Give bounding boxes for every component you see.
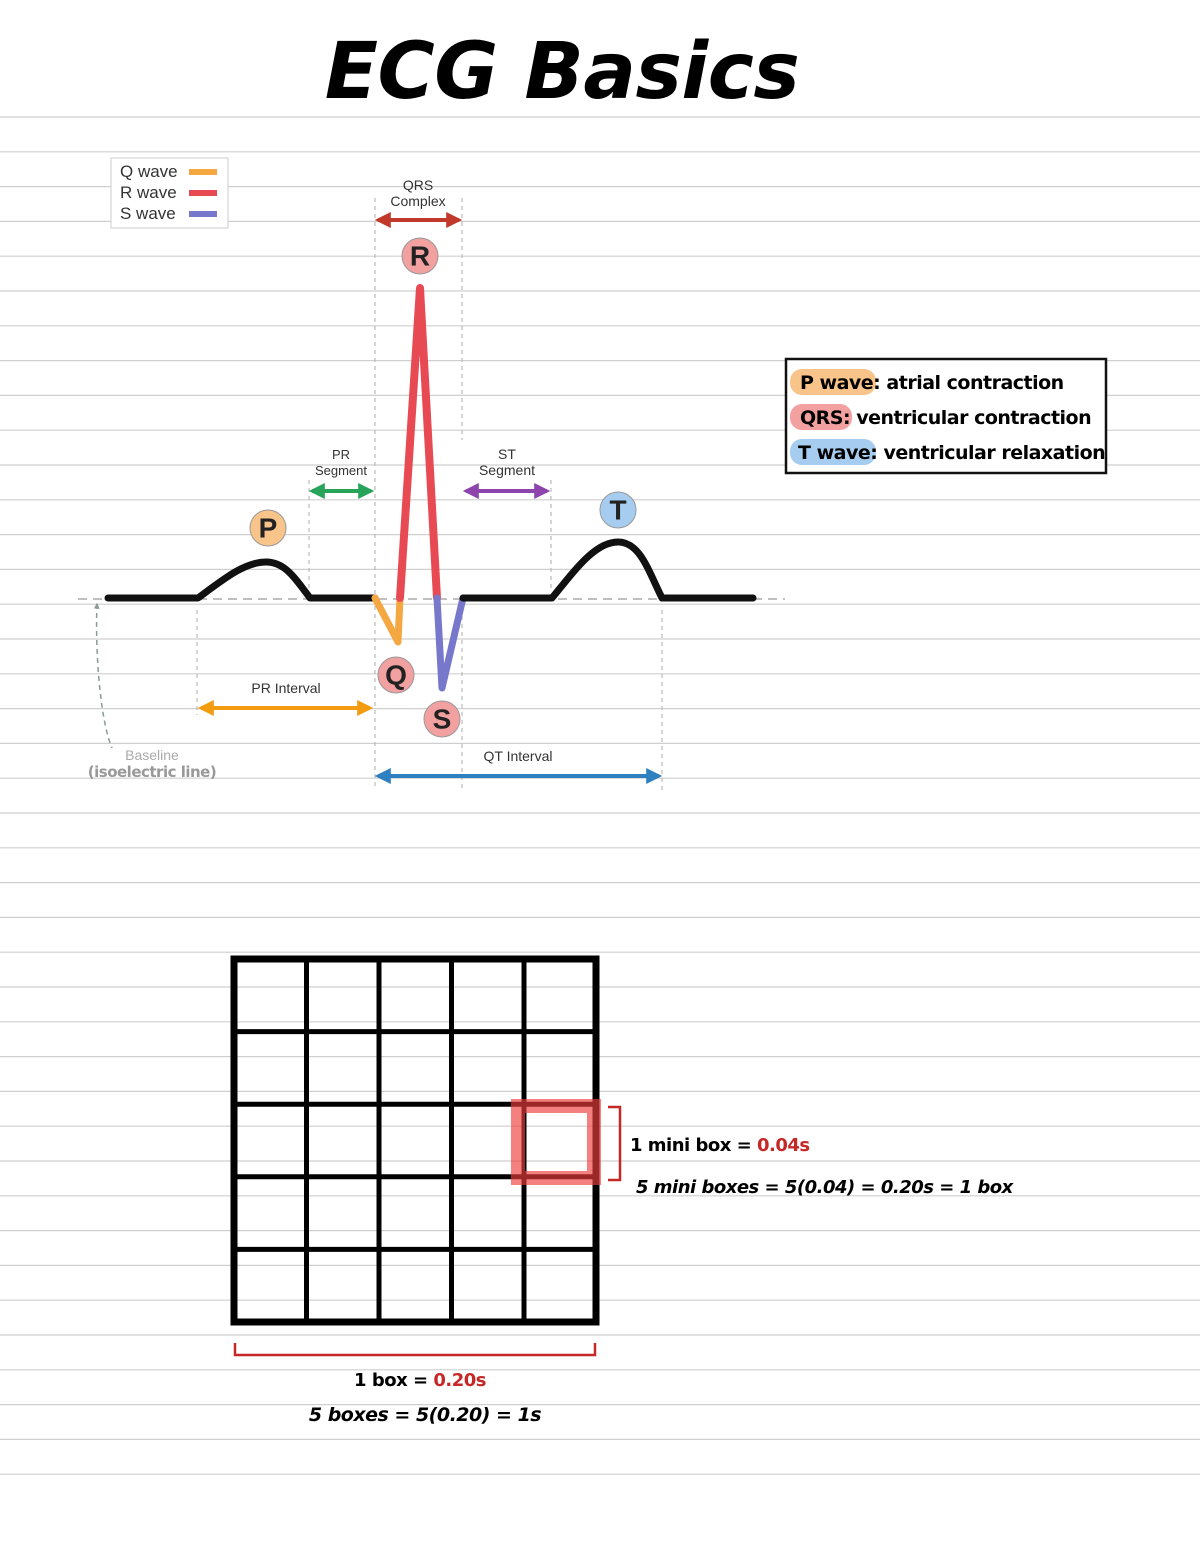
key-term: P wave: bbox=[800, 372, 880, 394]
note-value: 0.04s bbox=[757, 1135, 810, 1156]
wave-marker bbox=[401, 237, 439, 275]
arrows bbox=[197, 212, 663, 784]
annotation: Segment bbox=[315, 463, 367, 478]
wave-marker bbox=[423, 700, 461, 738]
grid-note: 1 mini box = 0.04s bbox=[630, 1135, 810, 1156]
key-item: QRS: ventricular contraction bbox=[800, 407, 1091, 429]
annotation: PR Interval bbox=[251, 680, 320, 696]
note-text: 1 box = bbox=[354, 1370, 428, 1391]
wave-label: T bbox=[609, 495, 626, 526]
wave-marker bbox=[377, 656, 415, 694]
grid-note: 5 boxes = 5(0.20) = 1s bbox=[309, 1404, 541, 1426]
key-desc: atrial contraction bbox=[886, 372, 1063, 394]
key-highlight bbox=[790, 369, 876, 395]
note-text: 1 mini box = bbox=[630, 1135, 751, 1156]
bracket bbox=[233, 1343, 597, 1357]
wave-label: Q bbox=[385, 660, 407, 691]
note-value: 0.20s bbox=[433, 1370, 486, 1391]
annotation: Segment bbox=[479, 462, 535, 478]
wave-marker bbox=[249, 509, 287, 547]
bracket bbox=[608, 1105, 622, 1182]
legend-label: S wave bbox=[120, 204, 176, 223]
key-highlight bbox=[790, 439, 876, 465]
key-desc: ventricular contraction bbox=[856, 407, 1091, 429]
annotation: Complex bbox=[390, 193, 445, 209]
key-desc: ventricular relaxation bbox=[883, 442, 1105, 464]
key-highlight bbox=[790, 404, 852, 430]
wave-marker bbox=[599, 491, 637, 529]
annotation: Baseline bbox=[125, 747, 179, 763]
ecg-grid bbox=[230, 955, 600, 1326]
key-item: T wave: ventricular relaxation bbox=[798, 442, 1105, 464]
annotation: ST bbox=[498, 446, 516, 462]
grid-note: 1 box = 0.20s bbox=[354, 1370, 486, 1391]
mini-box-highlight bbox=[511, 1099, 601, 1185]
key-term: T wave: bbox=[798, 442, 877, 464]
ecg-trace bbox=[104, 284, 757, 692]
legend-label: R wave bbox=[120, 183, 177, 202]
annotation: PR bbox=[332, 447, 350, 462]
annotation: QT Interval bbox=[484, 748, 553, 764]
wave-label: R bbox=[410, 241, 430, 272]
wave-label: S bbox=[433, 704, 452, 735]
annotation: QRS bbox=[403, 177, 433, 193]
title: ECG Basics bbox=[325, 27, 800, 117]
legend-label: Q wave bbox=[120, 162, 178, 181]
key-item: P wave: atrial contraction bbox=[800, 372, 1064, 394]
annotation: (isoelectric line) bbox=[88, 763, 216, 781]
key-term: QRS: bbox=[800, 407, 850, 429]
wave-label: P bbox=[259, 513, 278, 544]
grid-note: 5 mini boxes = 5(0.04) = 0.20s = 1 box bbox=[636, 1177, 1015, 1198]
baseline-pointer bbox=[93, 602, 113, 749]
ruled-lines bbox=[0, 116, 1200, 1475]
